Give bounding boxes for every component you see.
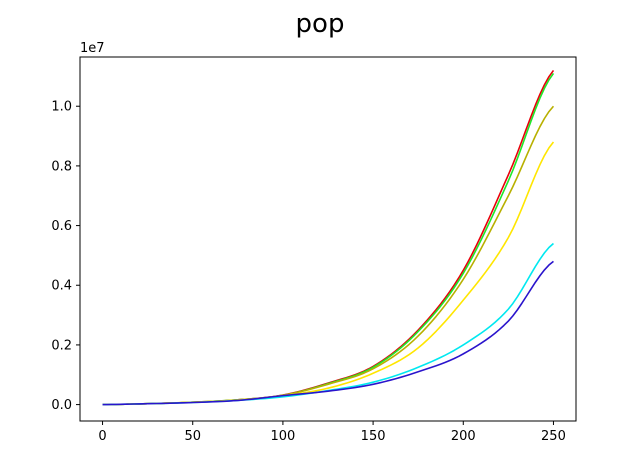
x-tick-label: 250 [541,429,566,444]
y-tick-label: 0.0 [51,398,72,413]
x-axis: 0 50 100 150 200 250 [98,421,566,444]
series-line-6 [102,260,554,406]
y-tick-label: 0.8 [51,159,72,174]
y-axis: 0.0 0.2 0.4 0.6 0.8 1.0 [51,100,80,413]
series-line-5 [102,242,554,406]
series-line-1 [102,69,555,406]
x-tick-label: 150 [361,429,386,444]
x-tick-label: 200 [451,429,476,444]
y-tick-label: 0.4 [51,279,72,294]
y-tick-label: 0.6 [51,219,72,234]
x-tick-label: 0 [98,429,106,444]
series-line-4 [102,141,555,406]
chart-title: pop [296,9,345,39]
y-tick-label: 1.0 [51,100,72,115]
x-tick-label: 50 [184,429,201,444]
y-tick-label: 0.2 [51,338,72,353]
y-axis-offset-text: 1e7 [80,41,105,56]
series-line-3 [102,105,555,406]
plot-frame [79,56,577,422]
x-tick-label: 100 [270,429,295,444]
series-layer [102,69,555,406]
